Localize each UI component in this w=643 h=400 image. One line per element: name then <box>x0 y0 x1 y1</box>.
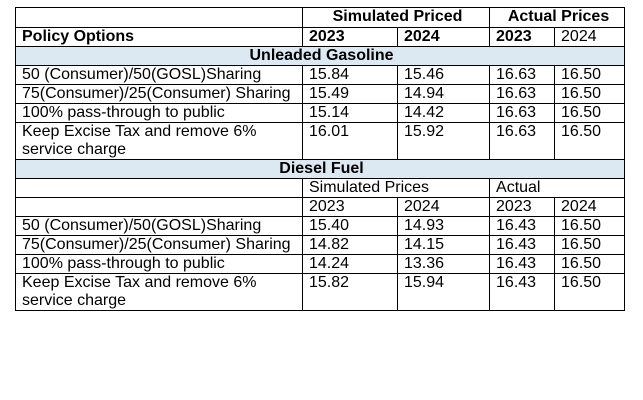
sim-2024-cell: 14.94 <box>396 84 491 104</box>
act-2024-cell: 16.50 <box>554 216 626 236</box>
sim-2023-cell: 16.01 <box>302 122 398 160</box>
table-row: 50 (Consumer)/50(GOSL)Sharing 15.40 14.9… <box>15 216 626 236</box>
act-2023-cell: 16.43 <box>489 216 556 236</box>
gasoline-section-row: Unleaded Gasoline <box>14 46 626 66</box>
policy-price-table: Simulated Priced Actual Prices Policy Op… <box>14 7 626 311</box>
sim-2023-cell: 15.49 <box>302 84 398 104</box>
diesel-header-row-years: 2023 2024 2023 2024 <box>15 197 626 217</box>
simulated-prices-header: Simulated Priced <box>301 7 491 28</box>
actual-prices-header: Actual Prices <box>489 7 626 28</box>
diesel-header-blank-cell <box>15 197 303 217</box>
diesel-header-row-top: Simulated Prices Actual <box>15 178 626 198</box>
sim-year-2024-header: 2024 <box>396 27 491 47</box>
sim-2024-cell: 15.94 <box>396 273 491 311</box>
policy-option-cell: 75(Consumer)/25(Consumer) Sharing <box>15 84 303 104</box>
sim-2023-cell: 15.14 <box>302 103 398 123</box>
policy-option-cell: 100% pass-through to public <box>15 103 303 123</box>
act-2024-cell: 16.50 <box>554 65 626 85</box>
act-2024-cell: 16.50 <box>554 254 626 274</box>
act-2023-cell: 16.43 <box>489 235 556 255</box>
table-row: Keep Excise Tax and remove 6% service ch… <box>15 273 626 311</box>
act-year-2023-header: 2023 <box>489 27 556 47</box>
policy-option-cell: 100% pass-through to public <box>15 254 303 274</box>
header-row-top: Simulated Priced Actual Prices <box>15 7 626 28</box>
table-row: 100% pass-through to public 15.14 14.42 … <box>15 103 626 123</box>
act-2024-cell: 16.50 <box>554 235 626 255</box>
act-2023-cell: 16.63 <box>489 65 556 85</box>
sim-2024-cell: 14.15 <box>396 235 491 255</box>
policy-option-cell: Keep Excise Tax and remove 6% service ch… <box>15 273 303 311</box>
sim-2023-cell: 15.82 <box>302 273 398 311</box>
act-2023-cell: 16.43 <box>489 273 556 311</box>
diesel-simulated-prices-header: Simulated Prices <box>301 178 491 198</box>
act-year-2024-header: 2024 <box>554 27 626 47</box>
act-2023-cell: 16.63 <box>489 84 556 104</box>
header-row-years: Policy Options 2023 2024 2023 2024 <box>15 27 626 47</box>
act-2023-cell: 16.63 <box>489 103 556 123</box>
table-row: 50 (Consumer)/50(GOSL)Sharing 15.84 15.4… <box>15 65 626 85</box>
policy-option-cell: 50 (Consumer)/50(GOSL)Sharing <box>15 65 303 85</box>
gasoline-section-title: Unleaded Gasoline <box>14 46 626 66</box>
act-2023-cell: 16.43 <box>489 254 556 274</box>
diesel-actual-header: Actual <box>489 178 626 198</box>
diesel-sim-year-2024-header: 2024 <box>396 197 491 217</box>
act-2023-cell: 16.63 <box>489 122 556 160</box>
act-2024-cell: 16.50 <box>554 103 626 123</box>
diesel-act-year-2023-header: 2023 <box>489 197 556 217</box>
sim-2024-cell: 14.93 <box>396 216 491 236</box>
sim-2024-cell: 15.46 <box>396 65 491 85</box>
policy-option-cell: 50 (Consumer)/50(GOSL)Sharing <box>15 216 303 236</box>
sim-2023-cell: 15.40 <box>302 216 398 236</box>
policy-option-cell: Keep Excise Tax and remove 6% service ch… <box>15 122 303 160</box>
diesel-sim-year-2023-header: 2023 <box>302 197 398 217</box>
table-row: 75(Consumer)/25(Consumer) Sharing 15.49 … <box>15 84 626 104</box>
act-2024-cell: 16.50 <box>554 273 626 311</box>
diesel-header-blank-cell <box>15 178 303 198</box>
act-2024-cell: 16.50 <box>554 122 626 160</box>
sim-2023-cell: 15.84 <box>302 65 398 85</box>
act-2024-cell: 16.50 <box>554 84 626 104</box>
sim-2024-cell: 14.42 <box>396 103 491 123</box>
table-row: 100% pass-through to public 14.24 13.36 … <box>15 254 626 274</box>
table-row: 75(Consumer)/25(Consumer) Sharing 14.82 … <box>15 235 626 255</box>
header-blank-cell <box>15 7 303 28</box>
policy-options-header: Policy Options <box>15 27 303 47</box>
table-row: Keep Excise Tax and remove 6% service ch… <box>15 122 626 160</box>
sim-2024-cell: 13.36 <box>396 254 491 274</box>
sim-year-2023-header: 2023 <box>302 27 398 47</box>
diesel-section-row: Diesel Fuel <box>14 159 626 179</box>
sim-2023-cell: 14.82 <box>302 235 398 255</box>
diesel-section-title: Diesel Fuel <box>14 159 626 179</box>
sim-2023-cell: 14.24 <box>302 254 398 274</box>
diesel-act-year-2024-header: 2024 <box>554 197 626 217</box>
policy-option-cell: 75(Consumer)/25(Consumer) Sharing <box>15 235 303 255</box>
sim-2024-cell: 15.92 <box>396 122 491 160</box>
